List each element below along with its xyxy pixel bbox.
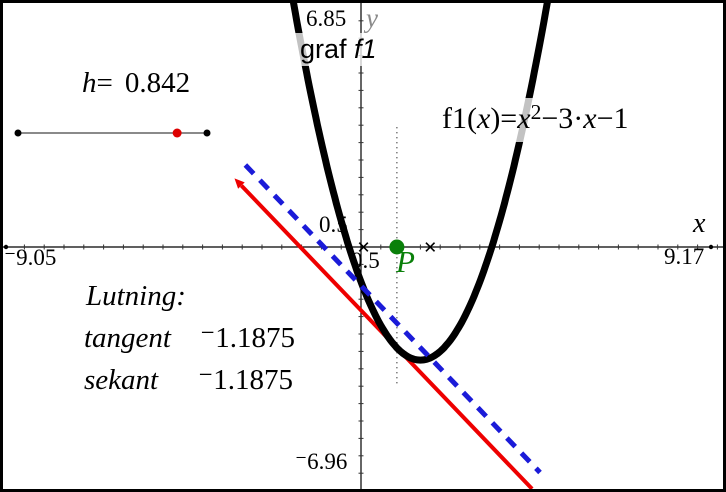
curve-name-f1: f1 (354, 34, 377, 64)
slider-variable: h (82, 67, 97, 99)
eq-close-equals: )= (490, 102, 518, 135)
x-axis-label: x (693, 208, 706, 239)
slope-readout-title: Lutning: (86, 280, 186, 312)
slider-equals: = (96, 67, 113, 99)
point-p[interactable] (389, 239, 405, 255)
x-max-label: 9.17 (664, 244, 705, 269)
eq-x-linear: x (583, 102, 597, 135)
tangent-arrowhead-icon (234, 178, 245, 189)
eq-minus-3-times: −3· (541, 102, 584, 135)
slider-value: 0.842 (124, 67, 191, 99)
y-axis-label: y (366, 3, 378, 33)
slope-row-tangent-label: tangent (84, 322, 171, 354)
point-p-label[interactable]: P (396, 244, 415, 279)
slider-handle[interactable] (172, 128, 182, 138)
x-axis-right-end-dot (708, 244, 714, 250)
eq-x-squared-base: x (517, 102, 531, 135)
secant-line[interactable] (243, 163, 542, 475)
slider-caption: h= 0.842 (82, 69, 190, 98)
y-max-label: 6.85 (306, 6, 347, 31)
slider-max-dot (203, 129, 211, 137)
x-tick-label: 0.5 (351, 248, 380, 273)
y-min-label: ⁻6.96 (295, 449, 348, 474)
eq-f1-open: f1( (442, 102, 477, 135)
function-equation-label[interactable]: f1(x)=x2−3·x−1 (434, 98, 637, 142)
axis-cross-mark-2 (425, 242, 436, 252)
eq-minus-1: −1 (596, 102, 629, 135)
slope-row-tangent-value: ⁻1.1875 (200, 322, 296, 354)
curve-name-label[interactable]: graf f1 (293, 33, 384, 66)
slope-row-sekant-value: ⁻1.1875 (198, 364, 294, 396)
eq-exponent: 2 (530, 99, 542, 124)
eq-x-arg: x (476, 102, 491, 135)
y-tick-label: 0.5 (319, 212, 348, 237)
parabola-curve[interactable] (286, 0, 554, 364)
slope-row-sekant-label: sekant (84, 364, 159, 396)
curve-name-prefix: graf (300, 34, 355, 64)
x-min-label: ⁻9.05 (4, 245, 57, 270)
axis-cross-mark-1 (358, 242, 369, 252)
slider-min-dot (14, 129, 22, 137)
x-axis-left-end-dot (3, 244, 9, 250)
